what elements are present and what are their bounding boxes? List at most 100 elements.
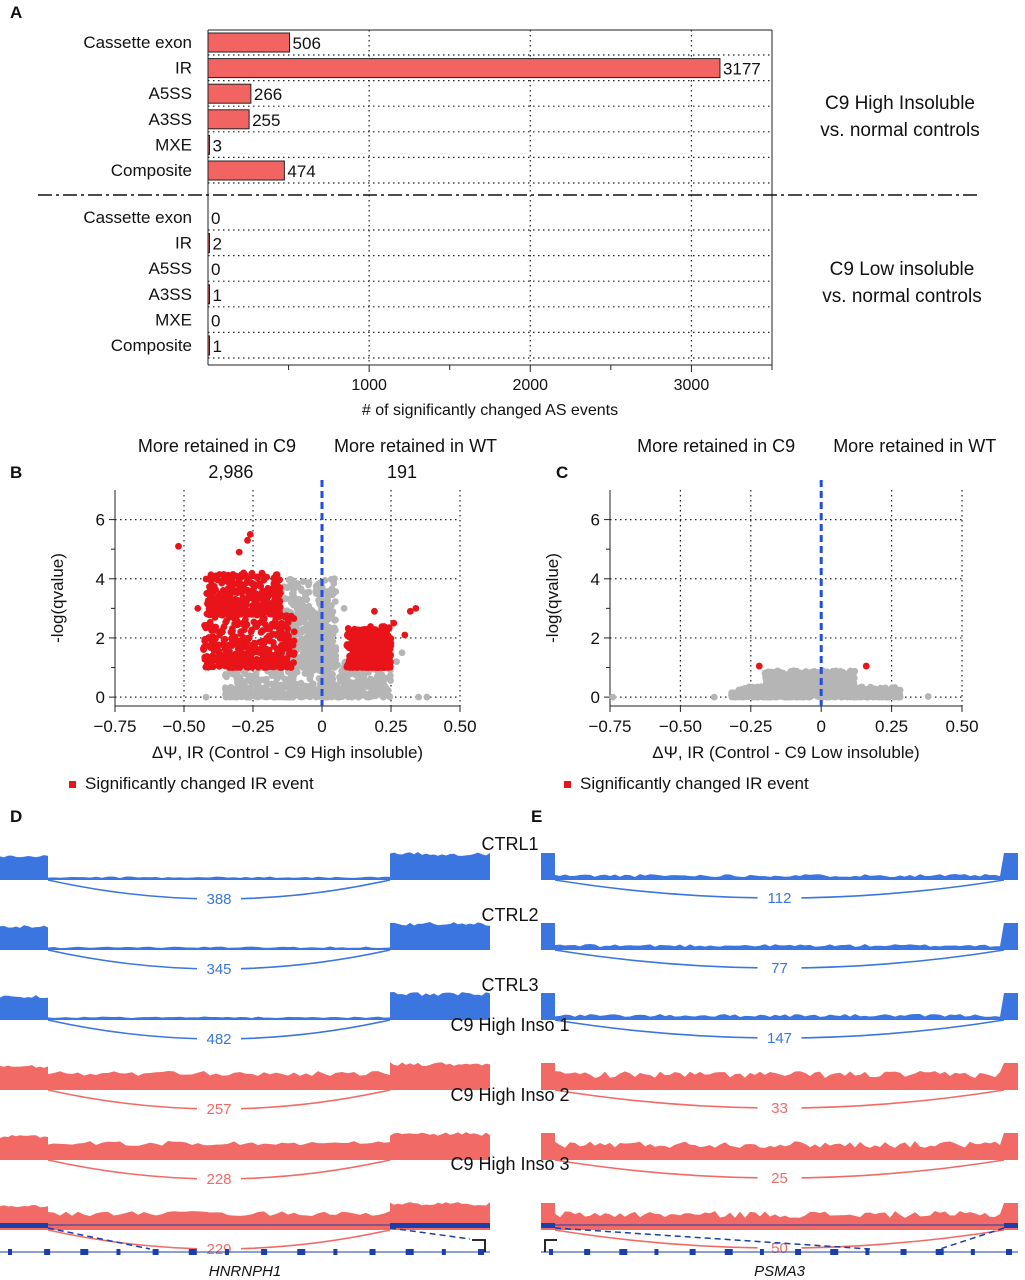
significant-point <box>206 605 214 613</box>
significant-point <box>216 597 224 605</box>
nonsignificant-point <box>380 681 388 689</box>
panel-a-bar <box>207 134 210 155</box>
junction-count: 257 <box>206 1101 231 1118</box>
nonsignificant-point <box>243 693 251 701</box>
gene-model-exon <box>584 1249 591 1255</box>
significant-point <box>261 650 269 658</box>
significant-point <box>224 589 232 597</box>
panel-a-bar-value: 474 <box>287 162 315 181</box>
significant-point <box>257 628 265 636</box>
significant-point <box>276 634 284 642</box>
significant-point <box>235 606 243 614</box>
x-axis-label: ΔΨ, IR (Control - C9 High insoluble) <box>152 743 423 762</box>
significant-point <box>194 604 202 612</box>
gene-model-exon <box>759 1249 764 1255</box>
panel-a-category-label: A5SS <box>149 84 192 103</box>
nonsignificant-point <box>829 693 837 700</box>
nonsignificant-point <box>295 618 303 626</box>
nonsignificant-point <box>331 626 339 634</box>
panel-d-letter: D <box>10 807 22 826</box>
significant-point <box>226 661 234 669</box>
significant-point <box>289 638 297 645</box>
panel-a-category-label: Cassette exon <box>83 33 192 52</box>
nonsignificant-point <box>356 671 364 679</box>
panel-a-category-label: IR <box>175 234 192 253</box>
y-tick-label: 6 <box>96 511 105 530</box>
nonsignificant-point <box>837 673 845 680</box>
gene-model-exon <box>865 1249 870 1255</box>
gene-model-exon <box>369 1249 376 1255</box>
nonsignificant-point <box>328 681 335 689</box>
nonsignificant-point <box>786 686 794 694</box>
significant-point <box>244 634 251 642</box>
nonsignificant-point <box>744 690 752 698</box>
significant-point <box>236 645 244 653</box>
significant-point <box>263 594 271 602</box>
nonsignificant-point <box>324 644 332 651</box>
gene-model-exon <box>549 1249 553 1255</box>
significant-point <box>364 664 372 671</box>
nonsignificant-point <box>801 675 809 683</box>
panel-c-volcano-plot: 0 2 4 6 −0.75 −0.50 −0.25 0 0.25 0.50 More retaine… <box>543 436 996 793</box>
significant-point <box>257 645 264 653</box>
nonsignificant-point <box>367 676 375 683</box>
significant-point <box>270 580 278 587</box>
significant-point <box>271 661 279 669</box>
panel-a-x-axis-label: # of significantly changed AS events <box>362 402 618 419</box>
nonsignificant-point <box>236 676 243 684</box>
nonsignificant-point <box>896 693 904 701</box>
nonsignificant-point <box>344 692 352 700</box>
panel-a-bar-value: 266 <box>254 85 282 104</box>
nonsignificant-point <box>850 693 857 701</box>
left-count: 2,986 <box>208 462 253 482</box>
gene-model-exon <box>970 1249 975 1255</box>
significant-point <box>266 661 274 669</box>
y-tick-label: 6 <box>591 511 600 530</box>
track-label: CTRL1 <box>481 834 538 854</box>
nonsignificant-point <box>333 684 340 692</box>
x-tick-label: 0 <box>816 717 825 736</box>
gene-model-exon <box>541 1223 555 1228</box>
nonsignificant-point <box>728 689 736 697</box>
junction-count: 50 <box>771 1240 788 1257</box>
panel-b-volcano-plot: 0 2 4 6 −0.75 −0.50 −0.25 0 0.25 0.50 More retaine… <box>48 436 497 793</box>
nonsignificant-point <box>775 671 783 678</box>
coverage-track <box>0 1062 490 1090</box>
significant-point <box>201 635 209 643</box>
nonsignificant-point <box>324 593 331 600</box>
significant-point <box>215 662 222 669</box>
significant-point <box>345 627 353 635</box>
significant-point <box>237 628 245 636</box>
nonsignificant-point <box>877 685 885 693</box>
nonsignificant-point <box>382 674 389 682</box>
significant-point <box>290 628 298 636</box>
nonsignificant-point <box>741 684 749 692</box>
gene-model-exon <box>441 1249 446 1255</box>
nonsignificant-point <box>774 682 782 690</box>
significant-point <box>244 644 252 651</box>
x-tick-label: −0.25 <box>729 717 772 736</box>
nonsignificant-point <box>272 682 280 690</box>
nonsignificant-point <box>299 596 307 604</box>
panel-a-bar <box>207 109 250 130</box>
panel-a-letter: A <box>10 3 22 22</box>
coverage-track <box>0 852 490 880</box>
nonsignificant-point <box>297 585 305 593</box>
gene-model-exon <box>44 1249 51 1255</box>
gene-model-exon <box>619 1249 628 1255</box>
nonsignificant-point <box>309 682 317 690</box>
nonsignificant-point <box>277 670 285 678</box>
coverage-track <box>541 1063 1018 1090</box>
significant-point <box>862 662 870 670</box>
nonsignificant-point <box>263 688 271 696</box>
nonsignificant-point <box>303 648 311 656</box>
significant-point <box>222 655 230 662</box>
coverage-track <box>541 923 1018 950</box>
nonsignificant-point <box>369 683 377 691</box>
nonsignificant-point <box>289 689 297 697</box>
right-count: 191 <box>387 462 417 482</box>
nonsignificant-point <box>250 692 258 700</box>
significant-point <box>215 610 223 618</box>
x-tick-label: −0.75 <box>93 717 136 736</box>
significant-point <box>222 599 230 606</box>
